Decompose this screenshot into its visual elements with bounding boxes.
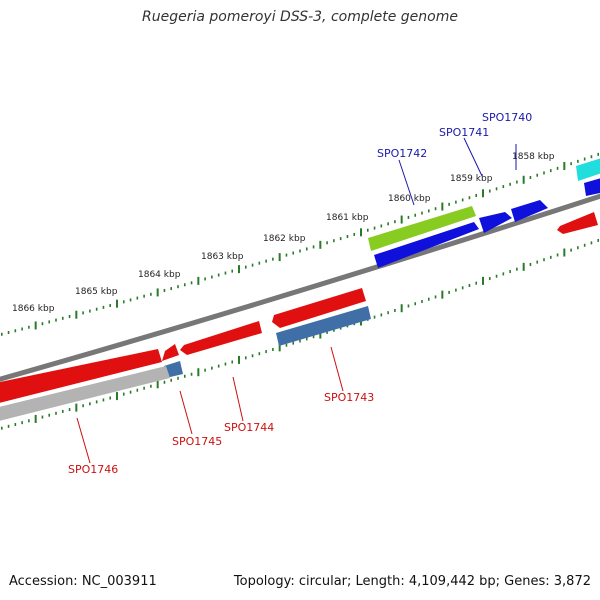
gene-spo1745-arrow[interactable] [162,344,179,361]
scale-label-1863: 1863 kbp [201,252,244,262]
gene-label-spo1740[interactable]: SPO1740 [482,111,532,124]
leader-spo1743 [330,346,344,392]
gene-label-spo1745[interactable]: SPO1745 [172,435,222,448]
gene-label-spo1746[interactable]: SPO1746 [68,463,118,476]
accession-text: Accession: NC_003911 [9,574,157,589]
forward-genes [368,158,600,268]
genome-summary-text: Topology: circular; Length: 4,109,442 bp… [233,574,591,589]
feature-gray-band [0,366,170,421]
gene-label-spo1743[interactable]: SPO1743 [324,391,374,404]
gene-spo1744-arrow[interactable] [180,321,262,355]
reverse-genes [0,212,598,421]
gene-spo1740-arrow[interactable] [511,200,548,222]
leader-spo1745 [179,390,193,435]
gene-labels: SPO1740 SPO1741 SPO1742 SPO1743 SPO1744 … [68,111,532,476]
scale-label-1866: 1866 kbp [12,304,55,314]
leader-spo1746 [76,417,91,464]
gene-spo1743-arrow[interactable] [272,288,366,328]
map-title: Ruegeria pomeroyi DSS-3, complete genome [142,9,458,25]
feature-green-band [368,206,476,251]
gene-label-spo1741[interactable]: SPO1741 [439,126,489,139]
label-leader-lines [76,137,517,464]
gene-offscreen-reverse-arrow[interactable] [557,212,598,234]
feature-cyan-band [576,158,600,181]
leader-spo1744 [232,376,244,422]
scale-label-1862: 1862 kbp [263,234,306,244]
scale-label-1859: 1859 kbp [450,174,493,184]
scale-labels: 1858 kbp 1859 kbp 1860 kbp 1861 kbp 1862… [12,152,555,314]
outer-tick-ring [0,152,600,336]
gene-label-spo1744[interactable]: SPO1744 [224,421,274,434]
genome-backbone [0,193,600,382]
feature-steelblue-band [276,306,371,346]
feature-steelblue-small [164,361,183,378]
gene-label-spo1742[interactable]: SPO1742 [377,147,427,160]
leader-spo1742 [398,159,415,206]
scale-label-1861: 1861 kbp [326,213,369,223]
gene-offscreen-forward-arrow[interactable] [584,177,600,196]
scale-label-1860: 1860 kbp [388,194,431,204]
leader-spo1741 [463,137,483,177]
scale-label-1865: 1865 kbp [75,287,118,297]
gene-spo1746-arrow[interactable] [0,349,162,404]
scale-label-1864: 1864 kbp [138,270,181,280]
gene-spo1741-arrow[interactable] [479,212,512,233]
gene-spo1742-arrow[interactable] [374,222,479,268]
scale-label-1858: 1858 kbp [512,152,555,162]
